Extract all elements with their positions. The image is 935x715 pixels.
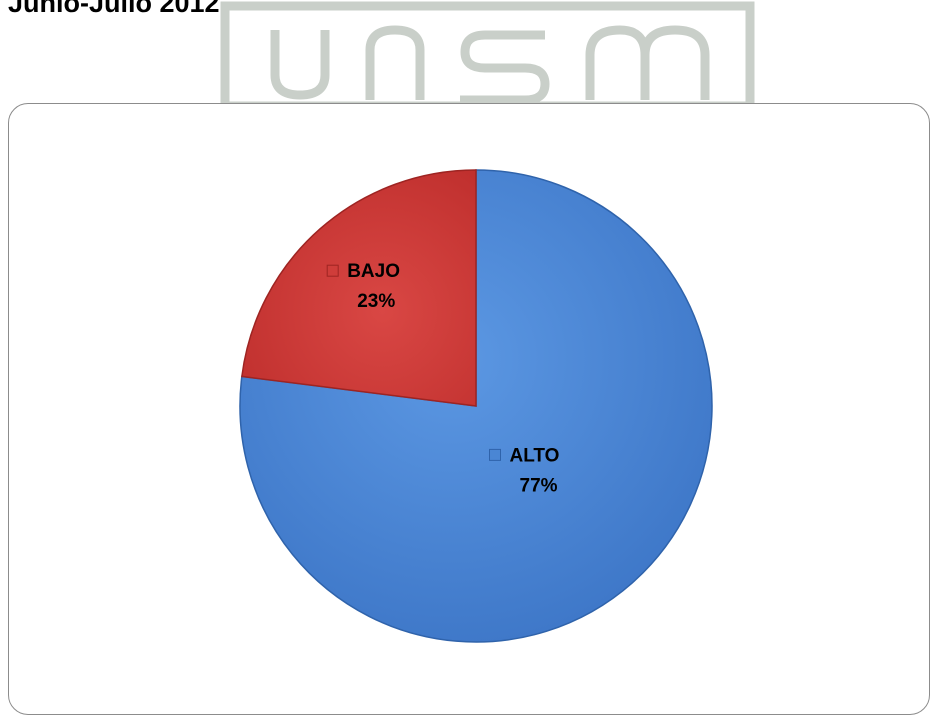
unsm-watermark-logo [220, 1, 755, 110]
slice-label-alto: ALTO [510, 445, 560, 466]
page-heading: Junio-Julio 2012. [8, 0, 228, 18]
slice-value-alto: 77% [520, 475, 558, 496]
slice-value-bajo: 23% [357, 291, 395, 312]
slice-label-bajo: BAJO [347, 261, 400, 282]
blue-square-icon [489, 448, 501, 461]
red-square-icon [326, 264, 339, 277]
pie-slice-bajo [241, 169, 477, 407]
